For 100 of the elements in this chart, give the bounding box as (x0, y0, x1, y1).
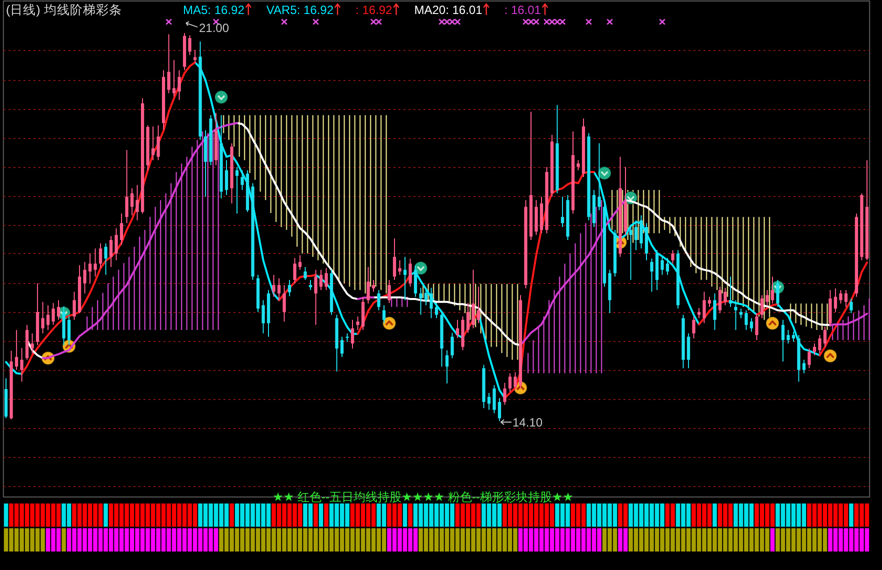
candlestick (434, 302, 438, 319)
candlestick (808, 348, 811, 369)
candlestick (498, 398, 502, 422)
candlestick (398, 260, 402, 276)
candlestick (744, 310, 748, 330)
candlestick (766, 290, 769, 306)
candlestick (640, 214, 643, 249)
candlestick (424, 287, 428, 306)
candlestick (692, 316, 696, 339)
point (528, 18, 534, 26)
candlestick (629, 224, 632, 280)
candlestick (430, 287, 433, 319)
point (559, 18, 566, 26)
candlestick (839, 290, 842, 304)
candlestick (130, 188, 134, 216)
candlestick (156, 124, 160, 161)
candlestick (52, 302, 55, 326)
candlestick (109, 236, 113, 268)
point (548, 18, 556, 26)
candlestick (812, 342, 816, 356)
candlestick (388, 279, 391, 304)
candlestick (514, 372, 517, 391)
point (214, 90, 228, 104)
candlestick (734, 300, 738, 330)
candlestick (46, 304, 50, 330)
point (522, 18, 530, 26)
candlestick (88, 253, 92, 284)
candlestick (456, 319, 460, 338)
candlestick (56, 300, 60, 320)
candlestick (277, 278, 281, 301)
candlestick (472, 269, 475, 329)
candlestick (419, 287, 422, 316)
point (823, 348, 838, 363)
candlestick (792, 331, 796, 342)
candlestick (750, 318, 754, 332)
candlestick (844, 290, 848, 308)
candlestick (324, 268, 328, 291)
annotation: 21.00 (199, 21, 230, 36)
candlestick (178, 70, 181, 100)
candlestick (304, 266, 307, 280)
candlestick (666, 258, 670, 276)
candlestick (650, 258, 654, 292)
candlestick (282, 284, 286, 322)
annotation: 14.10 (512, 416, 543, 430)
candlestick (172, 60, 176, 98)
point (658, 18, 666, 26)
point (454, 18, 461, 26)
candlestick (272, 274, 276, 298)
candlestick (372, 279, 376, 292)
candlestick (671, 250, 674, 264)
candlestick (560, 196, 564, 228)
candlestick (298, 254, 302, 270)
candlestick (193, 49, 197, 63)
candlestick (823, 326, 827, 348)
candlestick (728, 276, 732, 308)
candlestick (94, 248, 97, 278)
candlestick (770, 276, 774, 304)
candlestick (224, 160, 228, 196)
candlestick (786, 329, 790, 344)
candlestick (408, 258, 412, 288)
candlestick (30, 332, 34, 354)
candlestick (262, 300, 265, 334)
candlestick (476, 286, 480, 324)
candlestick (125, 150, 128, 224)
candlestick (319, 269, 323, 291)
candlestick (240, 170, 244, 190)
candlestick (414, 264, 418, 298)
candlestick (120, 213, 124, 246)
candlestick (739, 308, 743, 319)
candlestick (702, 291, 706, 324)
candlestick (98, 242, 102, 269)
candlestick (392, 238, 396, 280)
point (765, 316, 780, 330)
candlestick (503, 382, 506, 406)
candlestick (350, 319, 354, 350)
candlestick (492, 384, 496, 414)
candlestick (508, 372, 512, 392)
candlestick (41, 301, 44, 334)
candlestick (781, 319, 785, 362)
candlestick (356, 316, 360, 330)
candlestick (67, 315, 71, 346)
candlestick (136, 184, 139, 221)
point (543, 18, 550, 26)
chart-title: ★★ 红色--五日均线持股★★★★ 粉色--梯形彩块持股★★ (272, 490, 574, 504)
candlestick (72, 291, 76, 320)
candlestick (760, 294, 764, 319)
point (444, 18, 450, 26)
candlestick (188, 34, 192, 56)
candlestick (660, 256, 664, 276)
candlestick (288, 279, 292, 297)
point (370, 18, 377, 26)
candlestick (340, 336, 344, 358)
point (448, 18, 456, 26)
point (438, 18, 446, 26)
candlestick (850, 298, 853, 314)
point (554, 18, 561, 26)
candlestick (598, 142, 601, 211)
candlestick (450, 332, 454, 359)
candlestick (487, 392, 491, 410)
candlestick (14, 329, 18, 370)
